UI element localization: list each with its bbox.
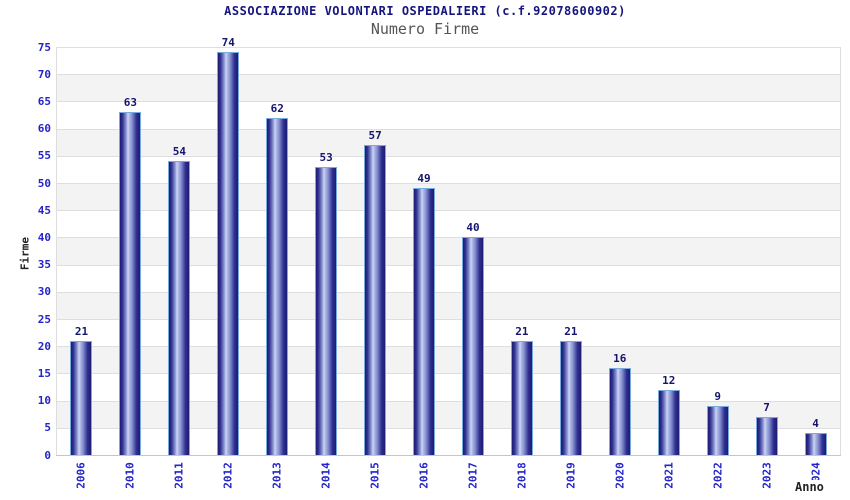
gridline (57, 291, 840, 293)
plot-area: 0 5 10 15 20 25 30 35 40 45 50 55 60 65 70 75 21 2006 63 20… (38, 36, 841, 489)
y-tick-60: 60 (37, 122, 51, 136)
bar-value-2019: 21 (564, 324, 578, 338)
gridline (57, 427, 840, 429)
x-tick-2020: 2020 (613, 462, 627, 489)
bar-2023 (755, 416, 778, 455)
bar-value-2021: 12 (662, 373, 676, 387)
y-tick-45: 45 (37, 203, 51, 217)
bar-2021 (657, 389, 680, 455)
bar-value-2006: 21 (74, 324, 89, 338)
bar-value-2022: 9 (714, 390, 721, 404)
x-tick-2010: 2010 (123, 462, 137, 489)
x-tick-2013: 2013 (270, 462, 284, 489)
x-tick-2018: 2018 (515, 462, 529, 489)
bar-2016 (413, 188, 436, 455)
y-tick-55: 55 (37, 149, 51, 163)
plot-band (57, 47, 840, 75)
x-axis-line (56, 455, 841, 456)
x-tick-2016: 2016 (417, 462, 431, 489)
plot-band (57, 101, 840, 129)
bar-2017 (461, 237, 484, 455)
gridline (57, 319, 840, 320)
x-tick-2015: 2015 (368, 462, 382, 489)
bar-value-2016: 49 (417, 172, 431, 186)
bar-2024 (804, 433, 827, 455)
y-tick-35: 35 (37, 258, 51, 272)
gridline (57, 373, 840, 375)
bar-value-2014: 53 (319, 150, 333, 164)
x-tick-2019: 2019 (564, 462, 578, 489)
x-tick-2021: 2021 (662, 462, 676, 489)
gridline (57, 264, 840, 266)
gridline (57, 128, 840, 130)
plot-left-border (56, 47, 57, 455)
gridline (57, 237, 840, 239)
x-tick-2012: 2012 (221, 462, 235, 489)
bar-value-2017: 40 (466, 221, 480, 235)
bar-2014 (315, 166, 338, 455)
bar-2010 (119, 112, 142, 455)
bar-2015 (364, 144, 387, 455)
y-tick-15: 15 (37, 366, 51, 380)
x-tick-2014: 2014 (319, 462, 333, 489)
gridline (57, 346, 840, 348)
bar-value-2011: 54 (172, 145, 186, 159)
bar-2012 (217, 52, 240, 455)
y-tick-75: 75 (37, 40, 51, 54)
bar-2006 (70, 340, 93, 455)
y-tick-40: 40 (37, 230, 51, 244)
x-tick-2011: 2011 (172, 462, 186, 489)
gridline (57, 210, 840, 212)
y-tick-25: 25 (37, 312, 51, 326)
x-tick-2023: 2023 (760, 462, 774, 489)
chart-title: ASSOCIAZIONE VOLONTARI OSPEDALIERI (c.f.… (224, 4, 626, 18)
gridline (57, 183, 840, 184)
plot-band (57, 74, 840, 102)
bar-2022 (706, 406, 729, 455)
y-tick-65: 65 (37, 94, 51, 108)
y-tick-5: 5 (44, 421, 51, 435)
y-tick-0: 0 (44, 448, 51, 462)
bar-value-2013: 62 (270, 101, 284, 115)
bar-2013 (266, 117, 289, 455)
y-tick-70: 70 (37, 67, 51, 81)
y-tick-50: 50 (37, 176, 51, 190)
bar-2011 (168, 161, 191, 455)
bar-value-2015: 57 (368, 128, 382, 142)
plot-band (57, 128, 840, 156)
bar-2019 (559, 340, 582, 455)
y-tick-20: 20 (37, 339, 51, 353)
chart-subtitle: Numero Firme (370, 20, 480, 38)
bar-value-2012: 74 (221, 36, 235, 50)
bar-value-2023: 7 (763, 400, 770, 414)
gridline (57, 101, 840, 103)
gridline (57, 400, 840, 402)
plot-right-border (840, 47, 841, 455)
x-tick-2017: 2017 (466, 462, 480, 489)
x-tick-2006: 2006 (74, 462, 88, 489)
gridline (57, 74, 840, 76)
bar-2020 (608, 367, 631, 455)
bar-value-2018: 21 (515, 324, 529, 338)
bar-value-2024: 4 (812, 417, 819, 431)
bar-value-2010: 63 (123, 96, 138, 110)
y-tick-10: 10 (37, 394, 51, 408)
gridline (57, 155, 840, 157)
x-tick-2022: 2022 (711, 462, 725, 489)
bar-value-2020: 16 (613, 351, 627, 365)
gridline (57, 47, 840, 48)
x-axis-label: Anno (794, 480, 825, 494)
bar-2018 (510, 340, 533, 455)
y-tick-30: 30 (37, 285, 51, 299)
